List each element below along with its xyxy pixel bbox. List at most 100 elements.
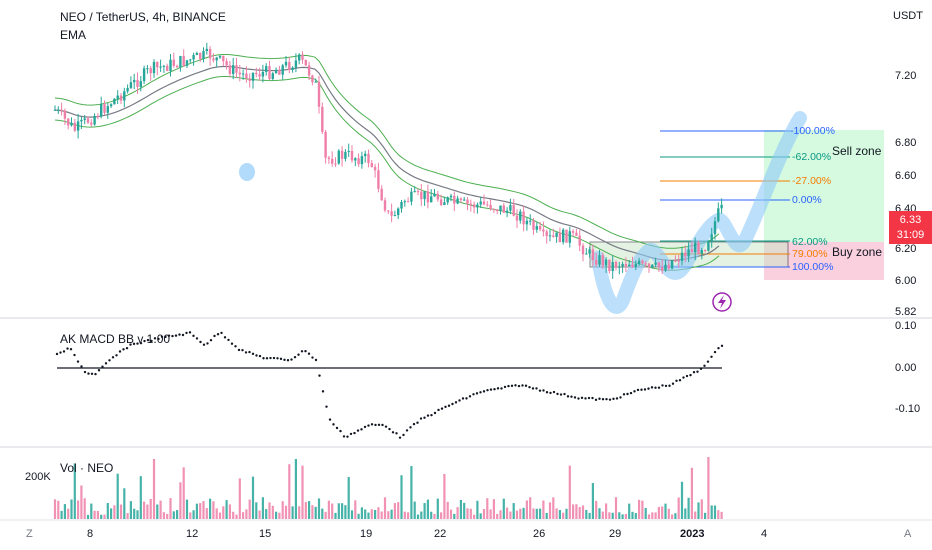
candle-body <box>664 264 667 271</box>
volume-bar <box>710 505 713 519</box>
macd-dot <box>496 387 500 390</box>
candle-body <box>265 66 268 72</box>
projection-drawing[interactable] <box>591 111 807 314</box>
lightning-icon[interactable] <box>712 292 732 312</box>
volume-bar <box>680 481 684 519</box>
macd-dot <box>451 402 454 406</box>
volume-bar <box>704 512 707 519</box>
volume-bar <box>430 511 433 519</box>
volume-bar <box>585 509 588 519</box>
macd-dot <box>468 395 472 398</box>
macd-dot <box>223 336 227 339</box>
volume-bar <box>591 483 594 519</box>
candle-body <box>133 79 136 83</box>
macd-legend[interactable]: AK MACD BB v 1.00 <box>60 332 171 346</box>
volume-bar <box>449 509 453 519</box>
candle-body <box>212 58 215 61</box>
macd-dot <box>374 423 377 427</box>
volume-bar <box>390 509 393 519</box>
macd-dot <box>332 423 335 426</box>
volume-bar <box>532 508 535 519</box>
macd-dot <box>237 348 241 352</box>
candle-body <box>185 60 189 66</box>
candle-body <box>703 250 707 252</box>
candle-body <box>499 205 502 211</box>
candle-body <box>439 199 443 205</box>
candle-body <box>651 264 654 268</box>
volume-bar <box>440 512 443 519</box>
volume-bar <box>684 508 687 519</box>
auto-scale-button[interactable]: A <box>904 528 912 540</box>
macd-dot <box>710 355 713 358</box>
candle-body <box>406 201 410 203</box>
candle-body <box>271 73 274 79</box>
volume-bar <box>73 463 76 519</box>
macd-dot <box>664 384 668 388</box>
price-pane[interactable] <box>53 42 884 314</box>
macd-dot <box>153 337 157 340</box>
candle-body <box>496 209 499 211</box>
macd-dot <box>325 405 328 408</box>
volume-bar <box>700 499 703 519</box>
macd-dot <box>556 392 559 396</box>
candle-body <box>641 260 644 264</box>
volume-bar <box>545 512 548 519</box>
volume-bar <box>119 504 123 519</box>
time-label-year: 2023 <box>680 528 705 540</box>
ema-line <box>54 65 720 261</box>
volume-bar <box>416 514 420 519</box>
price-tick: 6.60 <box>895 170 917 182</box>
fib-label: 79.00% <box>792 248 828 260</box>
volume-bar <box>644 508 647 519</box>
volume-bar <box>595 500 598 519</box>
volume-bar <box>661 506 664 519</box>
volume-bar <box>466 508 469 519</box>
volume-bar <box>426 499 429 519</box>
candle-body <box>694 242 697 253</box>
ema-lower-band <box>54 76 720 271</box>
macd-dot <box>510 384 514 388</box>
candle-body <box>354 158 357 161</box>
candle-body <box>281 65 284 75</box>
candle-body <box>611 262 614 271</box>
ema-legend[interactable]: EMA <box>60 28 87 42</box>
candle-body <box>83 118 86 120</box>
macd-dot <box>566 395 570 398</box>
volume-bar <box>621 514 624 519</box>
macd-dot <box>703 364 706 367</box>
volume-bar <box>80 485 83 519</box>
volume-legend[interactable]: Vol · NEO <box>60 461 114 475</box>
macd-dot <box>503 385 507 389</box>
volume-bar <box>575 504 578 519</box>
candle-body <box>423 191 426 200</box>
macd-dot <box>185 331 188 335</box>
macd-pane[interactable] <box>55 331 724 439</box>
candle-body <box>687 249 690 257</box>
volume-bar <box>542 500 545 519</box>
volume-bar <box>552 497 555 519</box>
zoom-left-button[interactable]: Z <box>26 528 33 540</box>
buy-zone-label[interactable]: Buy zone <box>832 245 883 259</box>
volume-bar <box>443 473 446 519</box>
volume-bar <box>572 504 575 519</box>
candle-body <box>538 226 542 230</box>
volume-bar <box>558 510 561 519</box>
macd-dot <box>265 357 269 360</box>
macd-dot <box>430 413 433 417</box>
macd-dot <box>122 348 125 351</box>
sell-zone-label[interactable]: Sell zone <box>832 144 882 158</box>
volume-pane[interactable] <box>53 457 723 519</box>
volume-bar <box>489 509 492 519</box>
volume-bar <box>238 478 241 519</box>
candle-body <box>377 170 380 189</box>
candle-body <box>463 199 466 201</box>
volume-bar <box>228 504 231 519</box>
candle-body <box>294 60 298 68</box>
volume-bar <box>433 513 436 519</box>
symbol-title[interactable]: NEO / TetherUS, 4h, BINANCE <box>60 10 226 24</box>
macd-dot <box>699 367 703 371</box>
macd-dot <box>269 356 272 360</box>
macd-dot <box>55 352 59 356</box>
candle-body <box>383 200 387 211</box>
